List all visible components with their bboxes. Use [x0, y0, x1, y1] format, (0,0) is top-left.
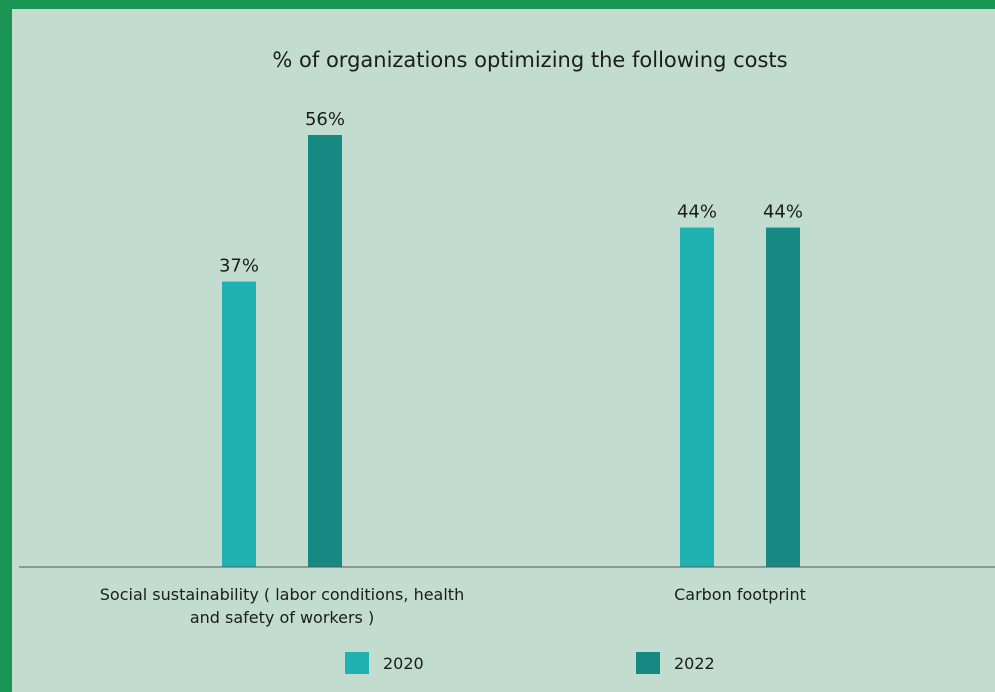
category-label-1-line-0: Carbon footprint: [674, 585, 806, 604]
data-label-2020-1: 44%: [677, 202, 717, 223]
legend-swatch-2022: [636, 652, 660, 674]
bar-chart: % of organizations optimizing the follow…: [19, 48, 995, 674]
legend-label-2020: 2020: [383, 654, 424, 673]
chart-title: % of organizations optimizing the follow…: [272, 48, 787, 72]
bar-2022-0: [308, 135, 342, 567]
bar-2020-1: [680, 227, 714, 568]
bar-2022-1: [766, 227, 800, 568]
legend: 2020 2022: [345, 652, 715, 674]
bar-2020-0: [222, 281, 256, 567]
category-label-0-line-1: and safety of workers ): [190, 608, 374, 627]
data-label-2022-0: 56%: [305, 109, 345, 130]
bars-group: 37% 44% 56% 44%: [219, 109, 803, 568]
chart-panel: % of organizations optimizing the follow…: [12, 9, 995, 692]
legend-label-2022: 2022: [674, 654, 715, 673]
category-label-0-line-0: Social sustainability ( labor conditions…: [100, 585, 464, 604]
data-label-2022-1: 44%: [763, 202, 803, 223]
legend-swatch-2020: [345, 652, 369, 674]
category-labels: Social sustainability ( labor conditions…: [100, 585, 806, 627]
data-label-2020-0: 37%: [219, 256, 259, 277]
